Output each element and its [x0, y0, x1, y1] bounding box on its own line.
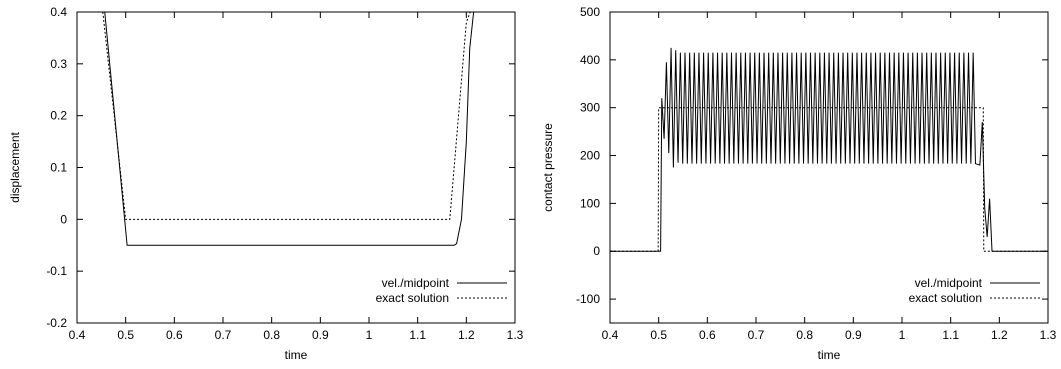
chart1-x-tick-label: 0.6	[699, 328, 716, 342]
chart0-series-exact-solution-line	[102, 12, 471, 220]
chart0-x-tick-label: 1.3	[507, 328, 524, 342]
chart0-x-tick-label: 0.5	[117, 328, 134, 342]
chart0-x-tick-label: 0.4	[69, 328, 86, 342]
chart0-y-tick-label: 0.3	[50, 57, 67, 71]
chart0-series-vel-midpoint-line	[104, 12, 475, 246]
chart1-legend-label-vel-midpoint: vel./midpoint	[915, 276, 983, 290]
chart1-x-tick-label: 1	[899, 328, 906, 342]
chart0-legend-label-exact-solution: exact solution	[376, 291, 449, 305]
chart1-x-tick-label: 0.4	[602, 328, 619, 342]
chart0-y-tick-label: 0.4	[50, 5, 67, 19]
chart1-y-tick-label: -100	[576, 292, 600, 306]
chart0-legend-label-vel-midpoint: vel./midpoint	[382, 276, 450, 290]
chart1-x-tick-label: 1.3	[1040, 328, 1057, 342]
chart1-x-tick-label: 0.5	[650, 328, 667, 342]
contact-pressure-chart: 0.4 0.5 0.6 0.7 0.8 0.9 1 1.1 1.2 1.3 -100 0 100 200 3…	[541, 5, 1057, 362]
chart1-series-exact-solution-line	[610, 107, 1048, 252]
chart1-plot-frame	[609, 11, 1049, 324]
chart1-x-tick-label: 0.7	[748, 328, 765, 342]
chart0-y-axis-label: displacement	[8, 131, 22, 202]
chart1-x-tick-label: 1.2	[991, 328, 1008, 342]
chart0-x-tick-label: 1.2	[458, 328, 475, 342]
chart0-x-tick-label: 1	[366, 328, 373, 342]
chart1-y-tick-label: 100	[580, 196, 600, 210]
chart1-x-tick-label: 0.9	[845, 328, 862, 342]
chart0-y-tick-label: -0.2	[46, 316, 67, 330]
chart1-x-axis-label: time	[818, 348, 841, 362]
chart1-y-axis-label: contact pressure	[541, 123, 555, 212]
chart1-x-tick-label: 0.8	[796, 328, 813, 342]
chart0-y-tick-label: 0.1	[50, 161, 67, 175]
chart0-plot-frame	[76, 11, 516, 324]
chart1-y-tick-label: 200	[580, 149, 600, 163]
chart0-y-tick-label: 0.2	[50, 109, 67, 123]
chart0-x-tick-label: 0.8	[263, 328, 280, 342]
chart1-series-vel-midpoint-line	[610, 47, 1048, 252]
chart1-y-tick-label: 300	[580, 101, 600, 115]
chart0-x-axis-label: time	[285, 348, 308, 362]
chart0-x-tick-label: 0.6	[166, 328, 183, 342]
chart0-x-tick-label: 0.9	[312, 328, 329, 342]
chart1-x-tick-label: 1.1	[942, 328, 959, 342]
chart1-legend-label-exact-solution: exact solution	[909, 291, 982, 305]
chart1-y-tick-label: 0	[593, 244, 600, 258]
displacement-chart: 0.4 0.5 0.6 0.7 0.8 0.9 1 1.1 1.2 1.3 -0.2 -0.1 0 0.1…	[8, 5, 524, 362]
chart0-x-tick-label: 1.1	[409, 328, 426, 342]
chart0-x-tick-label: 0.7	[215, 328, 232, 342]
chart0-y-tick-label: 0	[60, 212, 67, 226]
chart0-y-tick-label: -0.1	[46, 264, 67, 278]
chart1-y-tick-label: 400	[580, 53, 600, 67]
chart1-y-tick-label: 500	[580, 5, 600, 19]
